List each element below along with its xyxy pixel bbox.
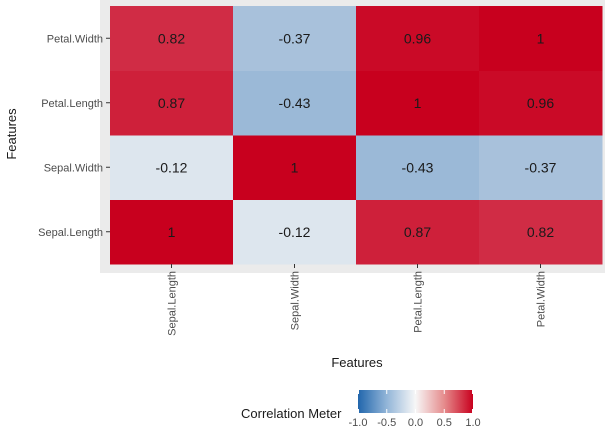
heatmap-cell <box>479 135 603 200</box>
x-tick-label: Sepal.Width <box>290 271 302 330</box>
cell-value-label: 0.96 <box>404 30 431 46</box>
cell-value-label: -0.12 <box>156 159 188 175</box>
legend-tick-label: -1.0 <box>349 417 368 429</box>
heatmap-cell <box>356 199 480 265</box>
cell-value-label: 0.82 <box>527 224 554 240</box>
heatmap-cell <box>356 135 480 200</box>
cell-value-label: 1 <box>168 224 176 240</box>
heatmap-cell <box>479 70 603 136</box>
heatmap-cell <box>110 70 234 136</box>
cell-value-label: -0.37 <box>525 159 557 175</box>
cell-value-label: 1 <box>414 95 422 111</box>
cell-value-label: 0.82 <box>158 30 185 46</box>
heatmap-cell <box>356 6 480 71</box>
cell-value-label: -0.37 <box>279 30 311 46</box>
y-tick-label: Sepal.Length <box>38 227 103 239</box>
y-axis-title: Features <box>4 108 19 160</box>
heatmap-cells <box>110 6 603 265</box>
x-tick-label: Petal.Width <box>536 271 548 327</box>
heatmap-cell <box>356 70 480 136</box>
y-tick-label: Sepal.Width <box>44 162 103 174</box>
cell-value-label: 0.87 <box>158 95 185 111</box>
heatmap-cell <box>233 70 357 136</box>
heatmap-cell <box>110 135 234 200</box>
heatmap-cell <box>233 135 357 200</box>
cell-value-label: -0.43 <box>279 95 311 111</box>
legend-title: Correlation Meter <box>241 406 342 421</box>
legend-tick-label: 0.5 <box>437 417 452 429</box>
heatmap-cell-labels: 1 -0.12 0.87 0.82 -0.12 1 -0.43 -0.37 0.87 -0.43 1… <box>156 30 557 240</box>
x-axis-ticks: Sepal.Length Sepal.Width Petal.Length Petal… <box>167 264 548 336</box>
heatmap-cell <box>233 199 357 265</box>
legend-ticks: -1.0 -0.5 0.0 0.5 1.0 <box>349 390 481 429</box>
cell-value-label: -0.12 <box>279 224 311 240</box>
heatmap-cell <box>233 6 357 71</box>
legend-tick-label: -0.5 <box>377 417 396 429</box>
legend-color-bar <box>358 390 473 413</box>
legend-tick-label: 0.0 <box>408 417 423 429</box>
cell-value-label: 0.96 <box>527 95 554 111</box>
heatmap-cell <box>479 199 603 265</box>
color-legend: Correlation Meter -1.0 -0.5 0.0 0.5 1.0 <box>241 390 481 429</box>
cell-value-label: -0.43 <box>402 159 434 175</box>
heatmap-cell <box>479 6 603 71</box>
cell-value-label: 1 <box>291 159 299 175</box>
y-tick-label: Petal.Width <box>47 33 103 45</box>
cell-value-label: 0.87 <box>404 224 431 240</box>
y-axis-ticks: Sepal.Length Sepal.Width Petal.Length Petal… <box>38 33 110 239</box>
heatmap-cell <box>110 6 234 71</box>
legend-tick-label: 1.0 <box>465 417 480 429</box>
cell-value-label: 1 <box>537 30 545 46</box>
y-tick-label: Petal.Length <box>41 98 103 110</box>
x-tick-label: Petal.Length <box>413 271 425 333</box>
heatmap-cell <box>110 199 234 265</box>
x-tick-label: Sepal.Length <box>167 271 179 336</box>
x-axis-title: Features <box>331 355 383 370</box>
